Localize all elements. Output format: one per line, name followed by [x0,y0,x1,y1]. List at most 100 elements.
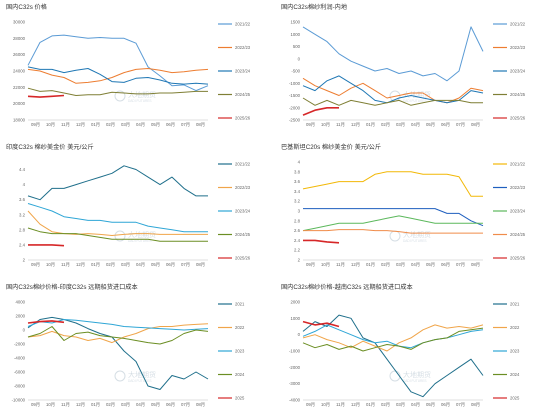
legend-label: 2024 [510,372,520,377]
x-tick-label: 03月 [121,122,130,128]
series-line-2021-22 [27,165,208,201]
legend-label: 2021/22 [235,162,251,167]
x-tick-label: 07月 [456,262,465,268]
chart-title: 国内C32s 价格 [6,3,48,11]
x-tick-label: 05月 [151,402,160,408]
x-tick-label: 12月 [76,122,85,128]
x-tick-label: 11月 [336,402,345,408]
watermark-sub: DADI FUTURES [128,379,152,383]
series-line-2021-22 [27,34,209,92]
chart-panel-6: 国内C32s棉纱价格-越南C32s 远期船货进口成本 -4000 -3000 -200… [281,283,520,408]
y-tick-label: 3.8 [294,169,301,174]
series-line-2025-26 [302,107,339,116]
x-tick-label: 12月 [351,262,360,268]
series-line-2024-25 [303,229,483,234]
y-tick-label: 28000 [13,36,26,41]
x-tick-label: 09月 [31,122,40,128]
series-line-2025 [302,320,340,328]
watermark-sub: DADI FUTURES [403,379,427,383]
y-tick-label: -2000 [289,365,301,370]
legend-label: 2021 [235,302,245,307]
x-tick-label: 08月 [471,262,480,268]
y-tick-label: 3.6 [19,197,26,202]
y-tick-label: -2000 [289,105,301,110]
y-tick-label: -2000 [14,342,26,347]
x-tick-label: 02月 [381,122,390,128]
legend-label: 2021/22 [235,22,251,27]
x-tick-label: 07月 [181,122,190,128]
y-tick-label: 4 [298,160,301,165]
chart-title: 印度C32s 棉纱美金价 美元/公斤 [6,143,94,151]
legend-label: 2022/23 [510,185,526,190]
x-tick-label: 02月 [381,262,390,268]
x-tick-label: 05月 [151,122,160,128]
legend-label: 2024/25 [510,232,526,237]
legend-label: 2021 [510,302,520,307]
x-tick-label: 06月 [441,262,450,268]
chart-panel-3: 印度C32s 棉纱美金价 美元/公斤 2 2.4 2.8 3.2 3.6 4 4.4 09月 10… [6,143,251,268]
legend-label: 2025/26 [510,116,526,121]
x-tick-label: 03月 [396,262,405,268]
x-tick-label: 12月 [76,402,85,408]
x-tick-label: 11月 [61,402,70,408]
y-tick-label: 2 [298,258,301,263]
x-tick-label: 11月 [61,122,70,128]
x-tick-label: 08月 [471,402,480,408]
y-tick-label: 1500 [290,20,300,25]
series-line-2024-25 [302,97,483,106]
watermark-brand: 大地期货 [128,230,156,239]
y-tick-label: -8000 [14,384,26,389]
legend-label: 2024/25 [235,92,251,97]
x-tick-label: 01月 [366,402,375,408]
series-line-2021-22 [302,171,483,197]
y-tick-label: -500 [291,69,300,74]
chart-panel-2: 国内C32s棉纱利润-内地 -2500 -2000 -1500 -1000 -500 0 50… [281,3,526,128]
x-tick-label: 06月 [166,402,175,408]
series-line-2022-23 [27,68,209,84]
x-tick-label: 09月 [31,402,40,408]
y-tick-label: 4 [23,182,26,187]
y-tick-label: 4000 [15,300,25,305]
watermark-sub: DADI FUTURES [403,239,427,243]
legend-label: 2022/23 [235,45,251,50]
x-tick-label: 06月 [166,262,175,268]
series-line-2023-24 [302,75,484,104]
x-tick-label: 04月 [136,262,145,268]
x-tick-label: 10月 [321,402,330,408]
y-tick-label: -2500 [289,118,301,123]
chart-title: 国内C32s棉纱价格-印度C32s 远期船货进口成本 [6,283,138,291]
watermark-sub: DADI FUTURES [128,239,152,243]
series-line-2024-25 [27,227,208,242]
x-tick-label: 07月 [181,262,190,268]
watermark-brand: 大地期货 [403,230,431,239]
legend-label: 2024 [235,372,245,377]
y-tick-label: -10000 [12,398,26,403]
y-tick-label: 26000 [13,52,26,57]
chart-panel-4: 巴基斯坦C20s 棉纱美金价 美元/公斤 2 2.2 2.4 2.6 2.8 3 3.2 3.4… [281,143,526,268]
x-tick-label: 09月 [306,122,315,128]
y-tick-label: -1000 [289,81,301,86]
x-tick-label: 02月 [106,262,115,268]
x-tick-label: 04月 [411,122,420,128]
y-tick-label: 24000 [13,69,26,74]
y-tick-label: 2.6 [294,228,301,233]
x-tick-label: 02月 [381,402,390,408]
x-tick-label: 12月 [351,122,360,128]
legend-label: 2022/23 [235,185,251,190]
x-tick-label: 05月 [426,402,435,408]
series-line-2024 [27,326,209,345]
x-tick-label: 11月 [336,262,345,268]
legend-label: 2023/24 [235,69,251,74]
x-tick-label: 06月 [441,122,450,128]
x-tick-label: 10月 [321,262,330,268]
y-tick-label: 0 [298,332,301,337]
y-tick-label: 500 [293,44,301,49]
chart-title: 巴基斯坦C20s 棉纱美金价 美元/公斤 [281,143,381,151]
legend-label: 2023 [510,349,520,354]
legend-label: 2023 [235,349,245,354]
legend-label: 2021/22 [510,162,526,167]
chart-panel-1: 国内C32s 价格 18000 20000 22000 24000 26000 28000 3… [6,3,251,128]
x-tick-label: 08月 [196,402,205,408]
